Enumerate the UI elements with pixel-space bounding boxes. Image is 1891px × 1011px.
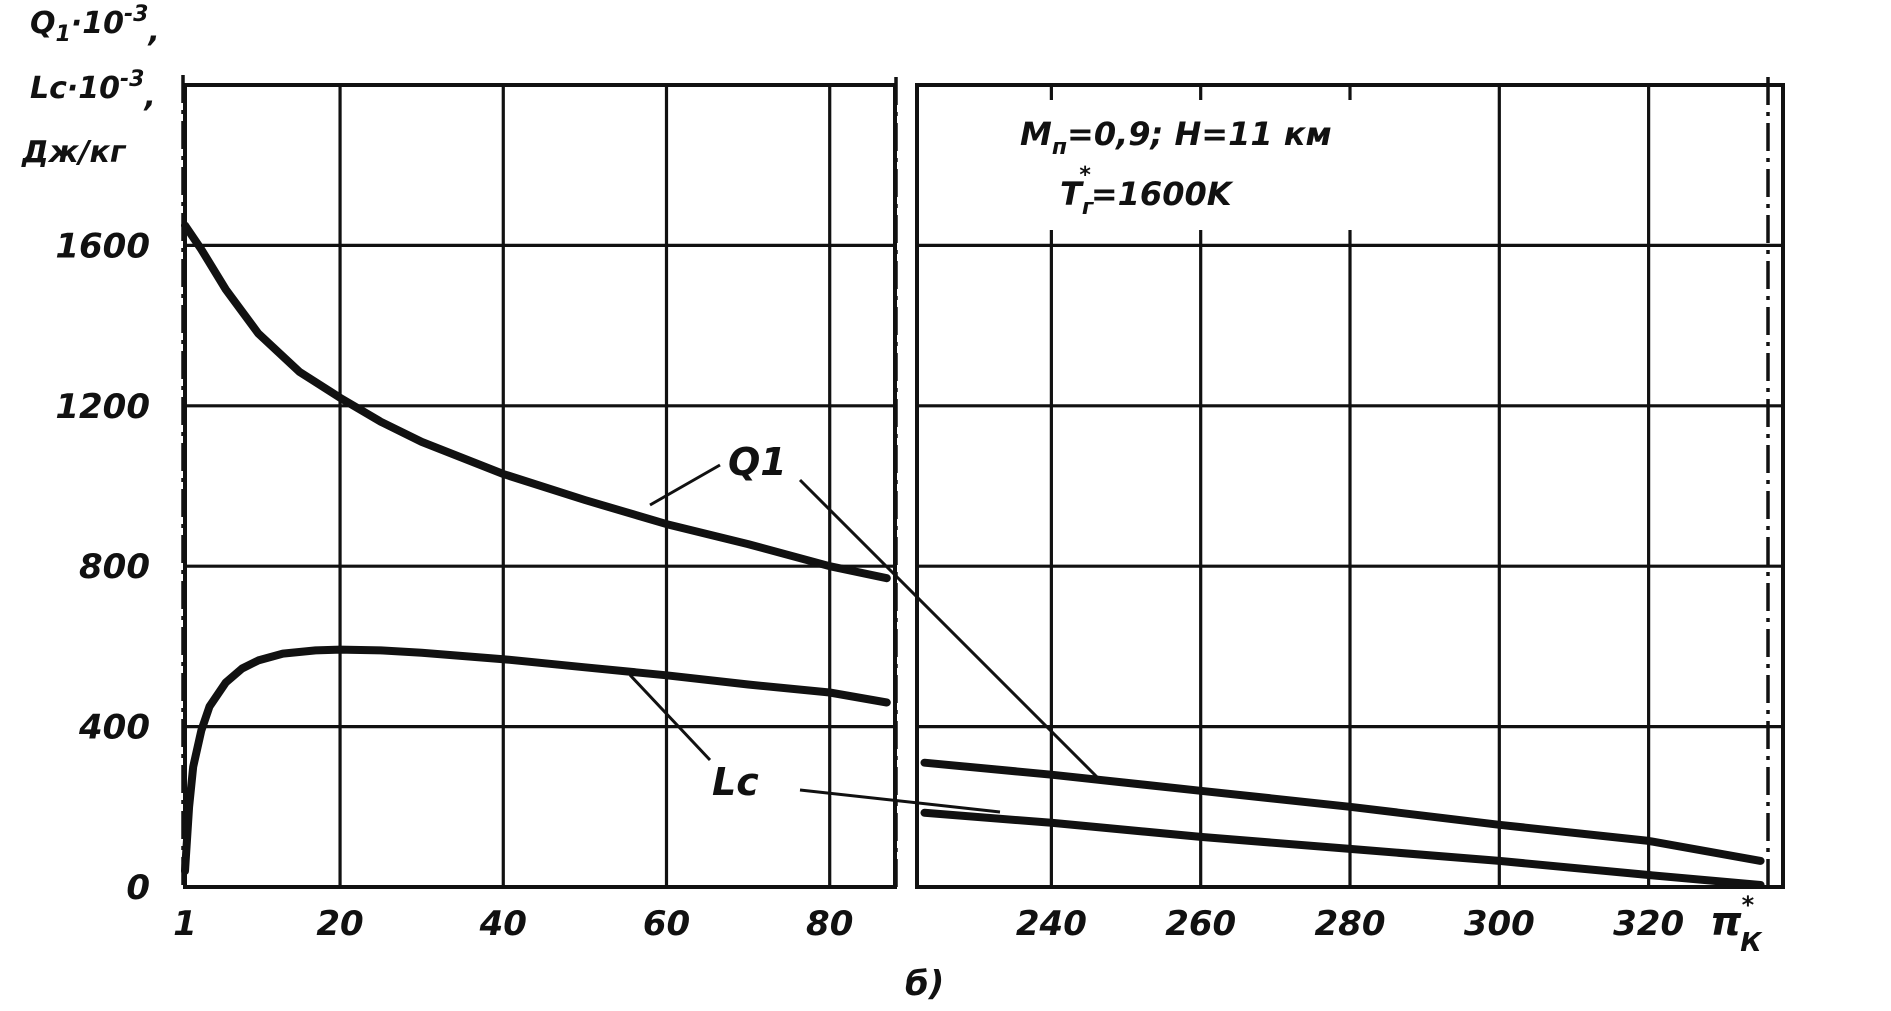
x-tick-label-left-3: 60 bbox=[643, 904, 690, 944]
y-axis-label-line-2: Lc·10-3, bbox=[30, 67, 156, 114]
series-1-left-curve bbox=[181, 645, 891, 875]
leader-q1-left bbox=[649, 463, 721, 507]
series-label-q1: Q1 bbox=[728, 440, 787, 484]
tick-layer: 0 400 800 1200 1600 1 20 40 60 80 240 260 280 300 320 bbox=[55, 226, 1684, 944]
x-tick-label-left-4: 80 bbox=[806, 904, 853, 944]
x-tick-label-left-2: 40 bbox=[479, 904, 527, 944]
y-tick-label-1: 400 bbox=[78, 708, 150, 748]
x-tick-label-left-1: 20 bbox=[316, 904, 363, 944]
series-1-right-curve bbox=[920, 808, 1765, 889]
leader-lc-right bbox=[799, 788, 1001, 814]
y-tick-label-0: 0 bbox=[126, 868, 150, 908]
y-tick-label-4: 1600 bbox=[55, 226, 150, 266]
condition-note-line-2: Tг*=1600K bbox=[1060, 163, 1234, 220]
x-axis-label: π* К bbox=[1710, 891, 1763, 958]
frame-layer bbox=[181, 75, 1785, 889]
y-axis-label-line-3: Дж/кг bbox=[21, 135, 127, 170]
condition-note-line-1: Mп=0,9; H=11 км bbox=[1020, 115, 1332, 160]
y-tick-label-3: 1200 bbox=[55, 387, 150, 427]
x-tick-label-right-0: 240 bbox=[1016, 904, 1087, 944]
condition-note-backdrop bbox=[1005, 100, 1430, 230]
x-tick-label-right-1: 260 bbox=[1165, 904, 1236, 944]
x-tick-label-left-0: 1 bbox=[173, 904, 197, 944]
panel-frame-left bbox=[183, 83, 897, 889]
leader-q1-right bbox=[798, 478, 1102, 782]
x-tick-label-right-3: 300 bbox=[1464, 904, 1535, 944]
y-tick-label-2: 800 bbox=[79, 547, 150, 587]
figure-caption: б) bbox=[905, 964, 944, 1004]
x-tick-label-right-4: 320 bbox=[1613, 904, 1684, 944]
series-0-right-curve bbox=[920, 758, 1765, 865]
series-label-lc: Lc bbox=[712, 760, 759, 804]
y-axis-label-line-1: Q1·10-3, bbox=[30, 2, 160, 49]
series-0-left-curve bbox=[181, 221, 891, 583]
leader-lc-left bbox=[628, 673, 712, 762]
x-tick-label-right-2: 280 bbox=[1315, 904, 1386, 944]
panel-frame-right bbox=[915, 83, 1785, 889]
curve-layer bbox=[181, 100, 1765, 889]
